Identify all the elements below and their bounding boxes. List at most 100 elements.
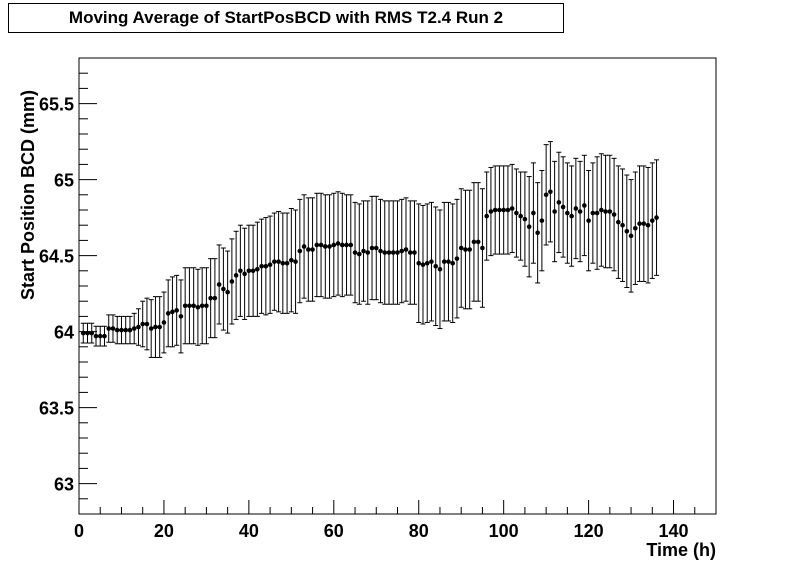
data-point [616,219,621,225]
data-point [514,210,519,216]
data-point [369,245,375,251]
data-point [407,250,413,255]
data-point [424,260,430,266]
data-point [114,327,120,333]
data-point [471,239,477,245]
data-point [225,289,230,295]
data-point [645,222,651,228]
y-tick-label: 65.5 [39,95,74,115]
error-bars [80,141,660,358]
data-point [586,218,591,223]
data-point [637,221,642,226]
data-point [543,192,549,198]
data-point [573,206,579,211]
data-point [140,321,145,327]
data-point [136,324,141,330]
data-point [97,333,103,339]
data-point [382,250,388,255]
data-point [416,260,422,266]
data-point [458,245,464,251]
data-point [386,250,392,255]
data-point [148,326,154,331]
x-tick-label: 0 [74,521,84,541]
data-point [174,308,179,313]
data-point [153,324,158,330]
data-point [594,210,600,216]
data-point [161,320,167,325]
data-point [255,266,260,272]
data-point [335,241,341,246]
data-point [433,263,439,269]
data-point [238,268,243,274]
data-point [463,247,468,252]
data-point [272,259,277,264]
data-point [603,209,608,214]
x-tick-label: 140 [659,521,689,541]
y-axis-tick-labels: 63 63.5 64 64.5 65 65.5 [39,95,74,495]
data-point [131,326,137,331]
data-point [641,221,647,226]
data-point [246,268,252,274]
data-point [412,250,417,255]
data-point [522,216,528,222]
data-point [467,247,472,252]
data-point [599,207,604,213]
data-point [624,228,630,234]
data-point [526,224,532,230]
y-tick-label: 65 [54,171,74,191]
data-point [446,259,451,264]
data-point [450,260,456,266]
data-point [204,303,209,309]
data-point [123,327,129,333]
data-point [93,333,99,339]
data-point [119,327,124,333]
data-point [420,262,426,268]
data-point [531,210,536,216]
data-point [582,203,587,208]
data-point [102,333,107,339]
data-point [475,239,481,245]
data-point [365,250,371,255]
data-point [310,247,315,252]
data-point [80,330,86,336]
data-point [267,262,273,268]
chart-title-box: Moving Average of StartPosBCD with RMS T… [8,3,564,33]
data-point [441,259,447,264]
data-point [607,209,613,214]
data-point [403,247,409,252]
data-point [569,213,574,219]
data-point [208,295,213,301]
data-point [518,213,523,219]
data-point [170,309,175,315]
data-point [620,222,625,228]
data-point [628,233,634,239]
data-point [454,256,460,261]
data-point [280,260,286,266]
x-tick-label: 20 [154,521,174,541]
data-point [373,245,379,251]
data-point [187,303,192,309]
x-tick-label: 100 [489,521,519,541]
y-tick-label: 64.5 [39,247,74,267]
x-axis-tick-labels: 0 20 40 60 80 100 120 140 [74,521,689,541]
data-point [429,259,434,264]
data-point [263,263,269,269]
data-point [301,244,307,249]
data-point [293,259,298,264]
data-point [182,303,188,309]
data-point [327,244,332,249]
data-point [497,207,502,213]
data-point [212,295,218,301]
data-point [297,248,303,254]
data-point [216,282,222,287]
data-point [85,330,90,336]
data-point [323,244,328,249]
data-point [650,218,655,223]
data-point [577,209,583,214]
data-point [242,271,247,277]
data-point [318,242,324,248]
data-point [144,321,150,327]
x-axis-ticks [78,500,717,514]
chart-title: Moving Average of StartPosBCD with RMS T… [68,8,504,27]
